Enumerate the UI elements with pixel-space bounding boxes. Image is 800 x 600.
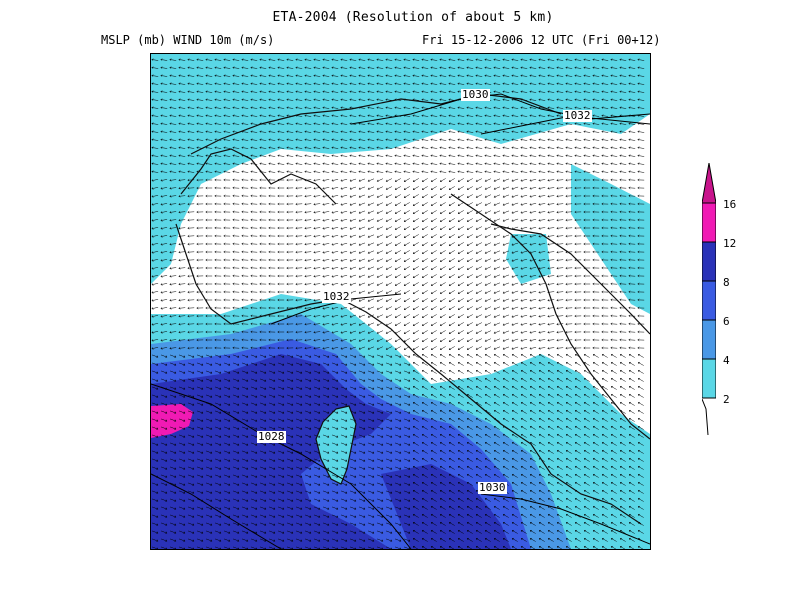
coastlines [175,93,650,525]
scale-label-12: 12 [723,237,737,250]
color-scale-6-8 [702,280,716,321]
color-scale-bar [702,163,716,399]
isobar-label: 1030 [478,481,507,494]
isobar-1030-southeast [480,493,650,545]
field-description: MSLP (mb) WIND 10m (m/s) [101,33,275,47]
wind-zone-8-12-south [381,464,511,549]
forecast-time: Fri 15-12-2006 12 UTC (Fri 00+12) [422,33,661,47]
color-scale-4-6 [702,319,716,360]
coastline-alps [190,93,562,155]
wind-arrows [151,58,645,549]
chart-title: ETA-2004 (Resolution of about 5 km) [272,10,554,25]
scale-label-4: 4 [723,354,730,367]
isobar-label: 1028 [257,430,286,443]
color-scale-2-4 [702,358,716,399]
wind-arrow-field [151,58,645,549]
isobar-label: 1032 [322,290,351,303]
isobar-1030-south [151,473,282,549]
isobar-label: 1030 [461,88,490,101]
color-scale-tail [702,399,709,436]
isobar-label: 1032 [563,109,592,122]
color-scale-8-12 [702,241,716,282]
coastline-corsica [315,405,357,485]
coastline-italy-east [450,193,650,440]
wind-map: 1030 1032 1032 1028 1030 [150,53,651,550]
wind-zone-2-4-east [571,164,650,314]
color-scale-arrow-16-plus [702,163,716,204]
scale-label-6: 6 [723,315,730,328]
scale-label-8: 8 [723,276,730,289]
scale-label-2: 2 [723,393,730,406]
wind-speed-field [151,54,650,549]
coastline-italy-west [175,223,642,525]
isobar-1032-northeast [480,115,650,135]
island-land [316,406,356,484]
coastline-balkans [490,223,650,335]
wind-zone-12-16 [151,404,193,438]
scale-label-16: 16 [723,198,737,211]
coastline-france-italy [180,148,337,205]
wind-zone-2-4-north [151,54,650,284]
color-scale-12-16 [702,202,716,243]
isobar-1032-central [270,293,402,325]
color-scale [702,163,716,436]
isobar-1028 [151,383,412,549]
